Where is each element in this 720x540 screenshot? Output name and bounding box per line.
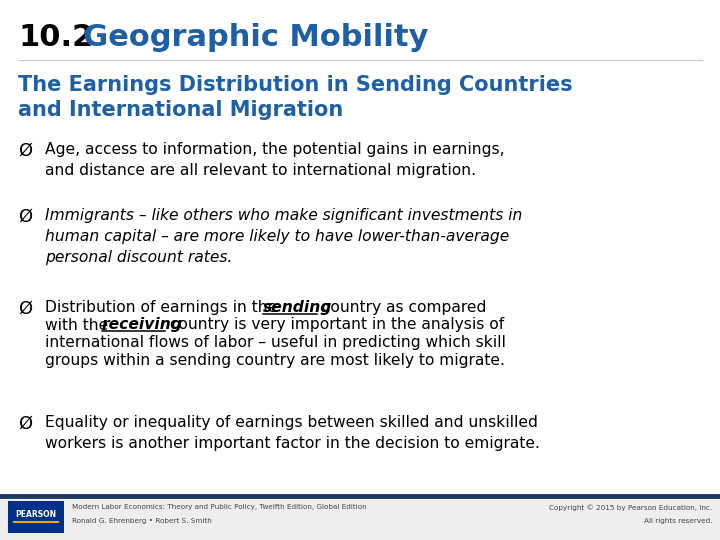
Text: international flows of labor – useful in predicting which skill: international flows of labor – useful in… [45,335,506,350]
Text: Ø: Ø [18,208,32,226]
Text: Distribution of earnings in the: Distribution of earnings in the [45,300,282,315]
Text: 10.2: 10.2 [18,24,94,52]
Text: Modern Labor Economics: Theory and Public Policy, Twelfth Edition, Global Editio: Modern Labor Economics: Theory and Publi… [72,504,366,510]
FancyBboxPatch shape [8,501,64,533]
Text: receiving: receiving [102,318,183,333]
Text: country is very important in the analysis of: country is very important in the analysi… [165,318,504,333]
Text: Geographic Mobility: Geographic Mobility [62,24,428,52]
Text: sending: sending [263,300,333,315]
Text: groups within a sending country are most likely to migrate.: groups within a sending country are most… [45,353,505,368]
Text: Copyright © 2015 by Pearson Education, Inc.: Copyright © 2015 by Pearson Education, I… [549,504,712,511]
Text: The Earnings Distribution in Sending Countries: The Earnings Distribution in Sending Cou… [18,75,572,95]
Text: Ø: Ø [18,300,32,318]
Text: Ø: Ø [18,415,32,433]
Text: PEARSON: PEARSON [15,510,57,519]
Text: Ø: Ø [18,142,32,160]
Text: country as compared: country as compared [317,300,487,315]
Text: and International Migration: and International Migration [18,100,343,120]
FancyBboxPatch shape [0,496,720,540]
Text: Equality or inequality of earnings between skilled and unskilled
workers is anot: Equality or inequality of earnings betwe… [45,415,540,451]
Text: Age, access to information, the potential gains in earnings,
and distance are al: Age, access to information, the potentia… [45,142,505,178]
Text: Immigrants – like others who make significant investments in
human capital – are: Immigrants – like others who make signif… [45,208,523,265]
Text: with the: with the [45,318,113,333]
Text: All rights reserved.: All rights reserved. [644,518,712,524]
Text: Ronald G. Ehrenberg • Robert S. Smith: Ronald G. Ehrenberg • Robert S. Smith [72,518,212,524]
